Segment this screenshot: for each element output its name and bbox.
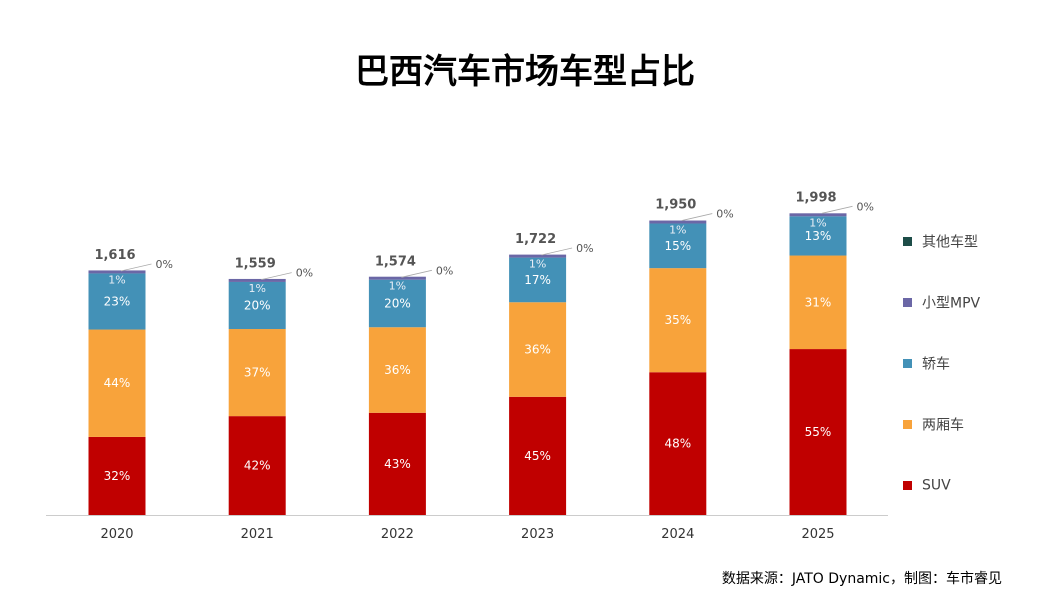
bar-segment-SUV-2022 xyxy=(368,412,426,515)
bar-segment-SUV-2020 xyxy=(88,436,146,515)
data-label: 36% xyxy=(524,343,551,357)
data-label: 1% xyxy=(248,282,265,295)
legend-item: 轿车 xyxy=(903,353,950,374)
x-tick-label: 2020 xyxy=(100,527,133,542)
bar-segment-两厢车-2020 xyxy=(88,329,146,437)
bar-segment-SUV-2025 xyxy=(789,349,847,515)
data-label: 45% xyxy=(524,449,551,463)
bar-segment-小型MPV-2024 xyxy=(649,220,707,224)
leader-line xyxy=(681,213,713,221)
bar-segment-小型MPV-2020 xyxy=(88,270,146,274)
total-label: 1,616 xyxy=(94,248,135,263)
data-label: 43% xyxy=(384,457,411,471)
x-tick-label: 2021 xyxy=(241,527,274,542)
x-tick-label: 2022 xyxy=(381,527,414,542)
data-label: 44% xyxy=(104,376,131,390)
data-label: 31% xyxy=(805,295,832,309)
total-label: 1,722 xyxy=(515,232,556,247)
data-label: 0% xyxy=(436,264,453,277)
source-note: 数据来源：JATO Dynamic，制图：车市睿见 xyxy=(721,571,1002,587)
data-label: 0% xyxy=(576,242,593,255)
bar-segment-小型MPV-2025 xyxy=(789,213,847,217)
bar-segment-SUV-2024 xyxy=(649,372,707,515)
bar-segment-轿车-2021 xyxy=(228,281,286,330)
bar-segment-两厢车-2022 xyxy=(368,327,426,413)
data-label: 32% xyxy=(104,469,131,483)
data-label: 1% xyxy=(529,258,546,271)
legend-swatch xyxy=(903,420,912,429)
data-label: 20% xyxy=(244,298,271,312)
bar-segment-轿车-2020 xyxy=(88,273,146,330)
legend-swatch xyxy=(903,481,912,490)
data-label: 0% xyxy=(156,258,173,271)
legend-label: 小型MPV xyxy=(922,295,981,312)
legend-label: 轿车 xyxy=(922,356,950,373)
data-label: 42% xyxy=(244,459,271,473)
bar-segment-小型MPV-2023 xyxy=(509,254,567,258)
data-label: 15% xyxy=(664,239,691,253)
x-tick-label: 2025 xyxy=(801,527,834,542)
data-label: 35% xyxy=(664,313,691,327)
legend-label: 两厢车 xyxy=(922,417,964,434)
data-label: 23% xyxy=(104,294,131,308)
data-label: 0% xyxy=(716,208,733,221)
leader-line xyxy=(401,269,432,278)
data-label: 17% xyxy=(524,273,551,287)
legend-swatch xyxy=(903,237,912,246)
data-label: 13% xyxy=(805,229,832,243)
total-label: 1,559 xyxy=(235,257,276,272)
data-label: 1% xyxy=(669,224,686,237)
chart-title: 巴西汽车市场车型占比 xyxy=(355,52,695,92)
data-label: 48% xyxy=(664,437,691,451)
legend-item: SUV xyxy=(903,475,951,494)
total-label: 1,950 xyxy=(655,198,696,213)
bar-segment-SUV-2021 xyxy=(228,416,286,515)
leader-line xyxy=(261,272,292,280)
data-label: 36% xyxy=(384,363,411,377)
bar-segment-轿车-2023 xyxy=(509,257,567,303)
data-label: 1% xyxy=(389,280,406,293)
legend-item: 小型MPV xyxy=(903,292,980,313)
data-label: 55% xyxy=(805,425,832,439)
data-label: 0% xyxy=(857,200,874,213)
total-label: 1,998 xyxy=(795,190,836,205)
legend-label: SUV xyxy=(922,477,951,494)
bar-segment-两厢车-2021 xyxy=(228,329,286,417)
leader-line xyxy=(821,205,853,214)
bar-segment-两厢车-2025 xyxy=(789,255,847,350)
legend-item: 其他车型 xyxy=(903,231,978,252)
bar-segment-轿车-2024 xyxy=(649,223,707,269)
bar-segment-轿车-2025 xyxy=(789,216,847,256)
legend-label: 其他车型 xyxy=(922,234,978,251)
legend-swatch xyxy=(903,298,912,307)
total-label: 1,574 xyxy=(375,254,416,269)
data-label: 1% xyxy=(809,216,826,229)
legend-item: 两厢车 xyxy=(903,414,964,435)
x-tick-label: 2023 xyxy=(521,527,554,542)
legend-swatch xyxy=(903,359,912,368)
leader-line xyxy=(120,263,152,272)
bar-segment-两厢车-2024 xyxy=(649,268,707,373)
bar-segment-小型MPV-2021 xyxy=(228,278,286,282)
x-tick-label: 2024 xyxy=(661,527,694,542)
leader-line xyxy=(541,247,573,256)
bar-segment-SUV-2023 xyxy=(509,396,567,515)
bar-segment-轿车-2022 xyxy=(368,279,426,328)
data-label: 0% xyxy=(296,267,313,280)
bar-segment-小型MPV-2022 xyxy=(368,276,426,280)
data-label: 1% xyxy=(108,273,125,286)
data-label: 37% xyxy=(244,366,271,380)
bar-segment-两厢车-2023 xyxy=(509,302,567,397)
data-label: 20% xyxy=(384,296,411,310)
